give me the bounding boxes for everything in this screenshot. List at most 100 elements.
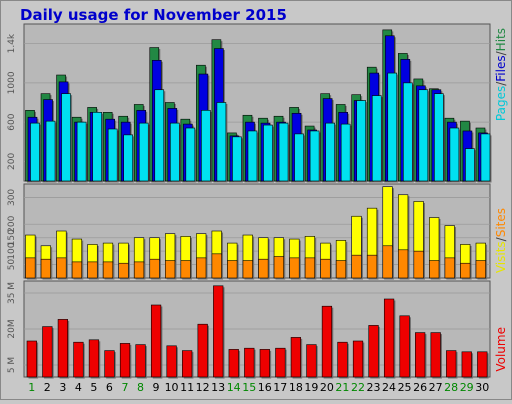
hits-panel-legend: Pages/Files/Hits bbox=[494, 28, 508, 121]
day-label: 1 bbox=[28, 381, 35, 394]
pages-bar bbox=[185, 127, 196, 182]
hits-panel-tick-label: 600 bbox=[7, 113, 17, 130]
sites-bar bbox=[133, 261, 145, 279]
sites-bar bbox=[366, 254, 378, 279]
hits-panel-legend-item: Hits bbox=[494, 28, 508, 51]
volume-bar bbox=[306, 344, 317, 378]
pages-bar bbox=[449, 127, 460, 182]
hits-panel-legend-item: Pages bbox=[494, 86, 508, 121]
day-label: 16 bbox=[258, 381, 272, 394]
sites-bar bbox=[211, 253, 222, 279]
day-label: 11 bbox=[180, 381, 194, 394]
day-label: 29 bbox=[460, 381, 474, 394]
volume-bar bbox=[150, 304, 162, 378]
volume-panel-legend-item: Volume bbox=[494, 327, 508, 372]
sites-bar bbox=[335, 260, 347, 279]
pages-bar bbox=[138, 122, 149, 182]
volume-bar bbox=[135, 344, 146, 378]
sites-bar bbox=[351, 254, 362, 279]
visits-panel-legend: Visits/Sites bbox=[494, 208, 508, 273]
pages-bar bbox=[418, 89, 429, 182]
volume-bar bbox=[26, 340, 37, 378]
day-label: 18 bbox=[289, 381, 303, 394]
pages-bar bbox=[170, 122, 180, 182]
pages-bar bbox=[387, 72, 398, 182]
sites-bar bbox=[25, 257, 36, 279]
volume-bar bbox=[399, 315, 410, 378]
visits-panel-legend-item: Visits bbox=[494, 241, 508, 273]
volume-bar bbox=[477, 351, 488, 378]
sites-bar bbox=[382, 245, 393, 279]
visits-panel-plot-area bbox=[23, 183, 491, 279]
pages-bar bbox=[480, 133, 491, 182]
day-label: 10 bbox=[165, 381, 179, 394]
volume-bar bbox=[430, 332, 441, 378]
panels: 20060010001.4kPages/Files/Hits5010015020… bbox=[7, 23, 508, 394]
sites-bar bbox=[397, 249, 409, 279]
sites-bar bbox=[40, 258, 51, 279]
day-label: 21 bbox=[335, 381, 349, 394]
volume-bar bbox=[415, 332, 426, 378]
volume-bar bbox=[321, 305, 333, 378]
visits-panel-tick-label: 150 bbox=[7, 229, 17, 246]
volume-bar bbox=[244, 347, 255, 378]
volume-panel-tick-label: 5 M bbox=[7, 357, 17, 373]
volume-bar bbox=[73, 341, 84, 378]
day-label: 12 bbox=[196, 381, 210, 394]
pages-bar bbox=[232, 136, 242, 182]
volume-bar bbox=[119, 343, 131, 378]
sites-bar bbox=[460, 262, 471, 279]
pages-bar bbox=[247, 130, 258, 182]
hits-panel-tick-label: 200 bbox=[7, 153, 17, 170]
day-label: 3 bbox=[59, 381, 66, 394]
volume-bar bbox=[182, 350, 193, 378]
volume-bar bbox=[228, 349, 239, 378]
volume-bar bbox=[104, 350, 115, 378]
volume-bar bbox=[213, 285, 224, 378]
sites-bar bbox=[87, 261, 98, 279]
day-label: 9 bbox=[153, 381, 160, 394]
sites-bar bbox=[227, 260, 238, 279]
sites-bar bbox=[429, 260, 440, 279]
visits-panel-tick-label: 100 bbox=[7, 242, 17, 259]
pages-bar bbox=[107, 128, 118, 182]
day-label: 8 bbox=[137, 381, 144, 394]
day-label: 25 bbox=[398, 381, 412, 394]
sites-bar bbox=[71, 261, 83, 279]
sites-bar bbox=[258, 258, 269, 279]
pages-bar bbox=[201, 110, 211, 182]
day-label: 28 bbox=[444, 381, 458, 394]
day-label: 15 bbox=[242, 381, 256, 394]
pages-bar bbox=[434, 93, 444, 182]
day-label: 19 bbox=[304, 381, 318, 394]
day-label: 14 bbox=[227, 381, 241, 394]
chart-title: Daily usage for November 2015 bbox=[20, 6, 287, 24]
volume-bar bbox=[259, 349, 270, 378]
day-label: 17 bbox=[273, 381, 287, 394]
day-label: 22 bbox=[351, 381, 365, 394]
day-label: 5 bbox=[90, 381, 97, 394]
volume-bar bbox=[337, 341, 348, 378]
day-label: 7 bbox=[121, 381, 128, 394]
sites-bar bbox=[118, 262, 129, 279]
day-label: 24 bbox=[382, 381, 396, 394]
day-label: 20 bbox=[320, 381, 334, 394]
volume-bar bbox=[42, 326, 53, 378]
pages-bar bbox=[92, 112, 102, 182]
visits-panel-tick-label: 50 bbox=[7, 259, 17, 271]
volume-bar bbox=[197, 323, 208, 378]
hits-panel-legend-item: / bbox=[494, 81, 508, 86]
pages-bar bbox=[154, 89, 165, 182]
volume-bar bbox=[461, 351, 472, 378]
hits-panel-legend-item: / bbox=[494, 50, 508, 55]
day-label: 13 bbox=[211, 381, 225, 394]
day-label: 27 bbox=[429, 381, 443, 394]
sites-bar bbox=[165, 260, 176, 279]
pages-bar bbox=[61, 93, 71, 182]
pages-bar bbox=[309, 130, 320, 182]
volume-panel-legend: Volume bbox=[494, 327, 508, 372]
pages-bar bbox=[465, 148, 475, 182]
sites-bar bbox=[242, 260, 253, 279]
